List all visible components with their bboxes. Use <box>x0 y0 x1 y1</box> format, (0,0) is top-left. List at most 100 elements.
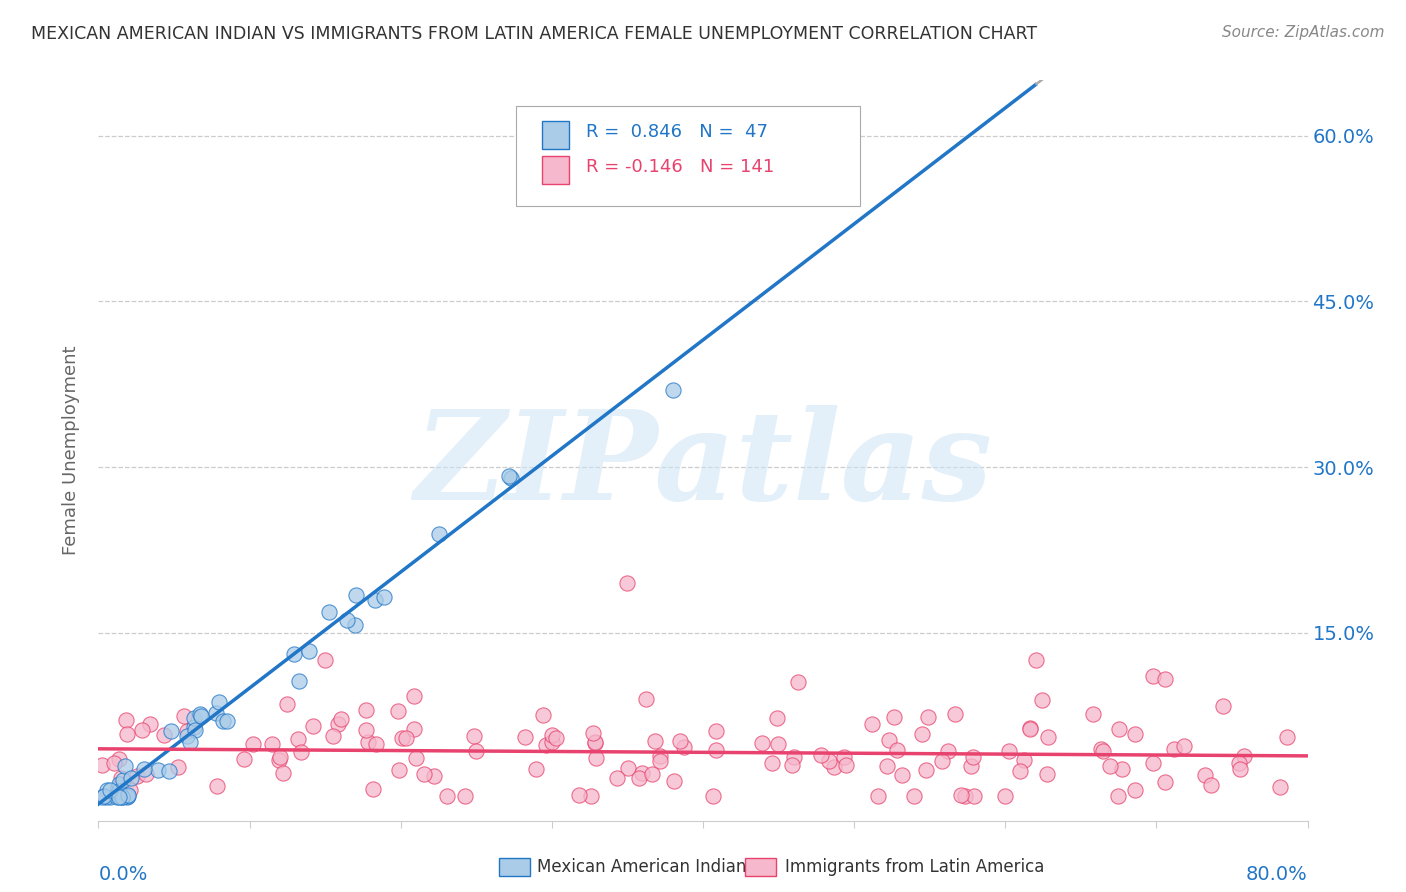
Y-axis label: Female Unemployment: Female Unemployment <box>62 346 80 555</box>
Point <box>120 772 142 786</box>
Point <box>1199 778 1222 792</box>
Point <box>631 766 654 780</box>
Point <box>650 748 672 763</box>
Point <box>1275 730 1298 744</box>
Point <box>963 789 986 804</box>
Point <box>463 729 485 743</box>
Point <box>190 709 212 723</box>
Text: 80.0%: 80.0% <box>1246 865 1308 884</box>
Point <box>183 710 205 724</box>
Point <box>436 789 458 804</box>
Text: R =  0.846   N =  47: R = 0.846 N = 47 <box>586 123 768 141</box>
Point <box>184 723 207 737</box>
Point <box>326 717 349 731</box>
Point <box>915 763 938 777</box>
Point <box>208 695 231 709</box>
Point <box>938 744 960 758</box>
Point <box>585 751 607 765</box>
Point <box>336 613 359 627</box>
Point <box>318 606 340 620</box>
Point <box>1081 707 1104 722</box>
Point <box>533 708 555 723</box>
Point <box>949 788 972 802</box>
Point <box>112 773 135 788</box>
Point <box>931 754 953 768</box>
Point <box>1123 783 1146 797</box>
Point <box>568 789 591 803</box>
Point <box>288 673 311 688</box>
Point <box>96 790 118 805</box>
Point <box>1014 753 1036 767</box>
Point <box>662 774 685 789</box>
Point <box>454 789 477 804</box>
Point <box>1099 759 1122 773</box>
FancyBboxPatch shape <box>516 106 860 206</box>
Point <box>704 723 727 738</box>
Point <box>111 790 134 805</box>
Point <box>541 728 564 742</box>
Point <box>111 790 134 805</box>
Point <box>1111 762 1133 776</box>
Point <box>536 738 558 752</box>
Point <box>868 789 890 804</box>
Text: Source: ZipAtlas.com: Source: ZipAtlas.com <box>1222 25 1385 40</box>
Point <box>176 724 198 739</box>
Point <box>108 752 131 766</box>
Point <box>464 744 486 758</box>
Point <box>354 703 377 717</box>
Point <box>98 783 121 797</box>
Point <box>877 733 900 747</box>
Point <box>176 729 198 743</box>
Point <box>190 707 212 722</box>
Point <box>357 735 380 749</box>
Point <box>267 753 290 767</box>
Point <box>135 766 157 780</box>
Point <box>787 675 810 690</box>
Point <box>364 593 387 607</box>
Point <box>134 762 156 776</box>
Point <box>583 736 606 750</box>
Point <box>212 714 235 728</box>
Point <box>911 727 934 741</box>
Point <box>391 731 413 745</box>
Point <box>207 779 229 793</box>
Point <box>183 720 205 734</box>
Point <box>499 471 522 485</box>
Point <box>1194 768 1216 782</box>
Point <box>1153 673 1175 687</box>
Point <box>1010 764 1032 779</box>
Point <box>301 718 323 732</box>
Point <box>117 727 139 741</box>
Point <box>205 706 228 720</box>
Point <box>634 691 657 706</box>
Text: 0.0%: 0.0% <box>98 865 148 884</box>
Point <box>890 768 912 782</box>
Point <box>115 713 138 727</box>
Point <box>704 742 727 756</box>
Point <box>513 731 536 745</box>
Point <box>90 758 112 772</box>
Point <box>298 643 321 657</box>
Point <box>1142 669 1164 683</box>
Point <box>260 737 283 751</box>
Point <box>423 769 446 783</box>
Point <box>617 761 640 775</box>
Point <box>917 710 939 724</box>
Point <box>1142 756 1164 770</box>
Point <box>271 766 294 780</box>
Point <box>1107 789 1129 804</box>
Point <box>810 747 832 762</box>
Text: MEXICAN AMERICAN INDIAN VS IMMIGRANTS FROM LATIN AMERICA FEMALE UNEMPLOYMENT COR: MEXICAN AMERICAN INDIAN VS IMMIGRANTS FR… <box>31 25 1038 43</box>
Text: ZIPatlas: ZIPatlas <box>413 404 993 526</box>
Bar <box>543 121 569 149</box>
Point <box>388 764 411 778</box>
Point <box>627 772 650 786</box>
Point <box>173 709 195 723</box>
Point <box>167 760 190 774</box>
Point <box>363 781 385 796</box>
Point <box>269 750 291 764</box>
Point <box>287 732 309 747</box>
Point <box>768 737 790 751</box>
Text: Mexican American Indians: Mexican American Indians <box>537 858 755 876</box>
Point <box>955 789 977 804</box>
